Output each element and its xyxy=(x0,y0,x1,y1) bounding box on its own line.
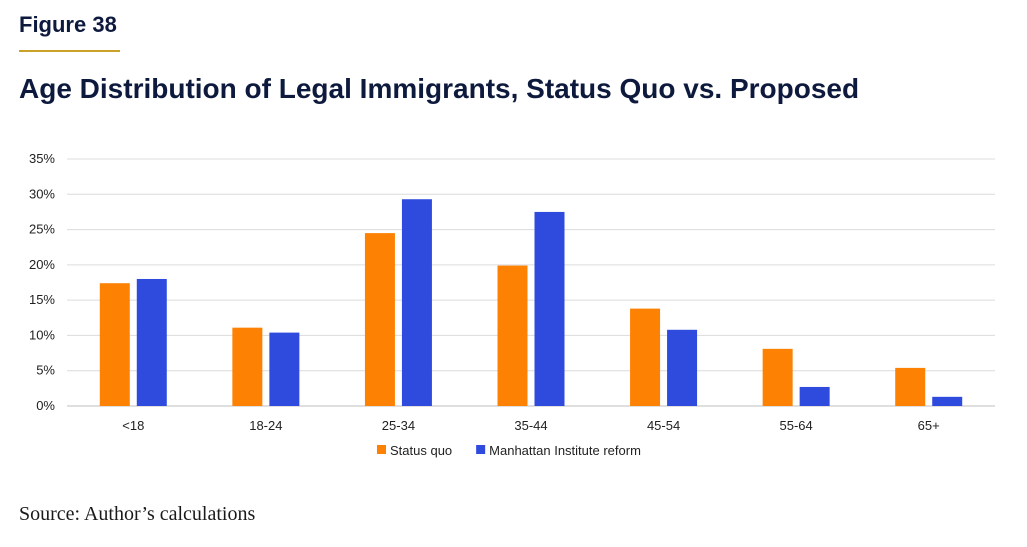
y-tick-label: 10% xyxy=(29,327,55,342)
bar-reform-65 xyxy=(932,396,963,406)
x-tick-label: <18 xyxy=(122,418,144,433)
bar-reform-18 xyxy=(136,278,167,406)
bar-status-quo-4554 xyxy=(630,308,661,406)
bar-reform-5564 xyxy=(799,386,830,406)
bar-reform-3544 xyxy=(534,211,565,406)
bar-status-quo-2534 xyxy=(364,233,395,406)
chart-title: Age Distribution of Legal Immigrants, St… xyxy=(19,73,860,104)
x-tick-label: 18-24 xyxy=(249,418,282,433)
bar-reform-4554 xyxy=(667,329,698,406)
x-tick-label: 35-44 xyxy=(514,418,547,433)
y-tick-label: 0% xyxy=(36,398,55,413)
bar-status-quo-1824 xyxy=(232,327,263,406)
legend-swatch-status-quo xyxy=(377,445,386,454)
y-tick-label: 35% xyxy=(29,151,55,166)
x-tick-label: 55-64 xyxy=(780,418,813,433)
legend-label-status-quo: Status quo xyxy=(390,443,452,458)
gridlines xyxy=(67,158,995,407)
y-tick-label: 25% xyxy=(29,222,55,237)
x-tick-label: 25-34 xyxy=(382,418,415,433)
bar-status-quo-65 xyxy=(895,367,926,406)
bar-chart: 0% 5% 10% 15% 20% 25% 30% 35% <18 18-24 25-34 35-4… xyxy=(29,151,995,458)
figure-label-underline xyxy=(19,50,120,52)
bar-status-quo-3544 xyxy=(497,265,528,406)
legend: Status quo Manhattan Institute reform xyxy=(377,443,641,458)
bars xyxy=(99,199,963,406)
y-tick-label: 15% xyxy=(29,292,55,307)
legend-swatch-reform xyxy=(476,445,486,454)
bar-reform-2534 xyxy=(401,199,432,406)
bar-status-quo-5564 xyxy=(762,348,793,406)
figure-label: Figure 38 xyxy=(19,12,117,37)
source-note: Source: Author’s calculations xyxy=(19,503,256,525)
bar-status-quo-18 xyxy=(99,283,130,406)
legend-label-reform: Manhattan Institute reform xyxy=(489,443,641,458)
bar-reform-1824 xyxy=(269,332,300,406)
y-tick-label: 30% xyxy=(29,186,55,201)
x-tick-label: 45-54 xyxy=(647,418,680,433)
x-axis: <18 18-24 25-34 35-44 45-54 55-64 65+ xyxy=(122,418,939,433)
y-tick-label: 5% xyxy=(36,363,55,378)
y-tick-label: 20% xyxy=(29,257,55,272)
y-axis: 0% 5% 10% 15% 20% 25% 30% 35% xyxy=(29,151,55,413)
x-tick-label: 65+ xyxy=(918,418,940,433)
